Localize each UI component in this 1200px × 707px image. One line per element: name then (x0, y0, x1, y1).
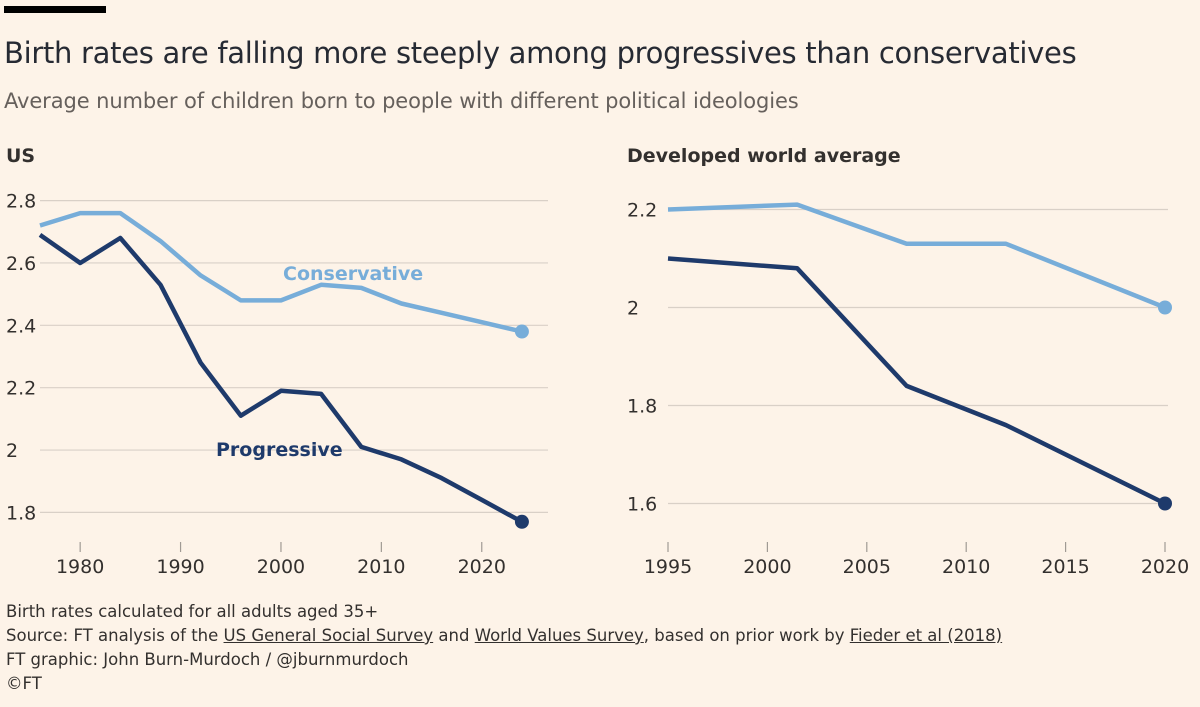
y-tick-label: 1.8 (6, 502, 36, 524)
y-tick-label: 2.2 (627, 200, 657, 222)
x-tick-label: 2020 (1141, 556, 1189, 578)
source-link-wvs[interactable]: World Values Survey (474, 626, 644, 645)
series-line-conservative (39, 210, 523, 334)
y-tick-label: 1.8 (627, 396, 657, 418)
series-label-progressive: Progressive (216, 439, 343, 461)
y-tick-label: 2 (627, 298, 639, 320)
series-line-progressive (38, 233, 523, 524)
footer-source: Source: FT analysis of the US General So… (6, 624, 1002, 648)
x-tick-label: 2010 (357, 556, 405, 578)
x-tick-label: 2000 (257, 556, 305, 578)
x-tick-label: 2015 (1041, 556, 1089, 578)
y-tick-label: 2.4 (6, 315, 36, 337)
source-link-gss[interactable]: US General Social Survey (223, 626, 434, 645)
ft-brand-bar (4, 6, 106, 13)
source-and: and (433, 626, 475, 645)
panel-title: US (6, 145, 35, 167)
series-line-progressive (667, 256, 1166, 506)
series-end-dot-progressive (514, 514, 529, 529)
chart-panel-2: Developed world average 1.6 1.8 2 2.2 1995 200… (627, 145, 1189, 578)
footer: Birth rates calculated for all adults ag… (6, 600, 1002, 696)
x-tick-label: 2005 (843, 556, 891, 578)
y-tick-label: 2.2 (6, 378, 36, 400)
panel-title: Developed world average (627, 145, 901, 167)
x-tick-label: 2010 (942, 556, 990, 578)
x-tick-label: 1995 (644, 556, 692, 578)
x-tick-label: 1980 (56, 556, 104, 578)
y-tick-label: 2.6 (6, 253, 36, 275)
y-tick-label: 2.8 (6, 191, 36, 213)
chart-panel-1: US 1.8 2 2.2 2.4 2.6 2.8 1980 1990 2000 2010 2020 Co… (6, 145, 548, 578)
series-end-dot-progressive (1158, 496, 1172, 511)
y-tick-label: 1.6 (627, 494, 657, 516)
footer-copyright: ©FT (6, 674, 42, 693)
chart-subtitle: Average number of children born to peopl… (4, 89, 799, 113)
series-label-conservative: Conservative (283, 263, 423, 285)
x-tick-label: 1990 (156, 556, 204, 578)
footer-note: Birth rates calculated for all adults ag… (6, 602, 379, 621)
chart-title: Birth rates are falling more steeply amo… (4, 36, 1077, 70)
series-end-dot-conservative (514, 324, 529, 339)
source-mid: , based on prior work by (643, 626, 850, 645)
footer-graphic-credit: FT graphic: John Burn-Murdoch / @jburnmu… (6, 650, 409, 669)
source-prefix: Source: FT analysis of the (6, 626, 224, 645)
x-tick-label: 2020 (458, 556, 506, 578)
source-link-fieder[interactable]: Fieder et al (2018) (849, 626, 1003, 645)
x-tick-label: 2000 (743, 556, 791, 578)
y-tick-label: 2 (6, 440, 18, 462)
charts-canvas: US 1.8 2 2.2 2.4 2.6 2.8 1980 1990 2000 2010 2020 Co… (6, 145, 1189, 578)
series-line-conservative (667, 202, 1166, 310)
series-end-dot-conservative (1158, 300, 1172, 315)
